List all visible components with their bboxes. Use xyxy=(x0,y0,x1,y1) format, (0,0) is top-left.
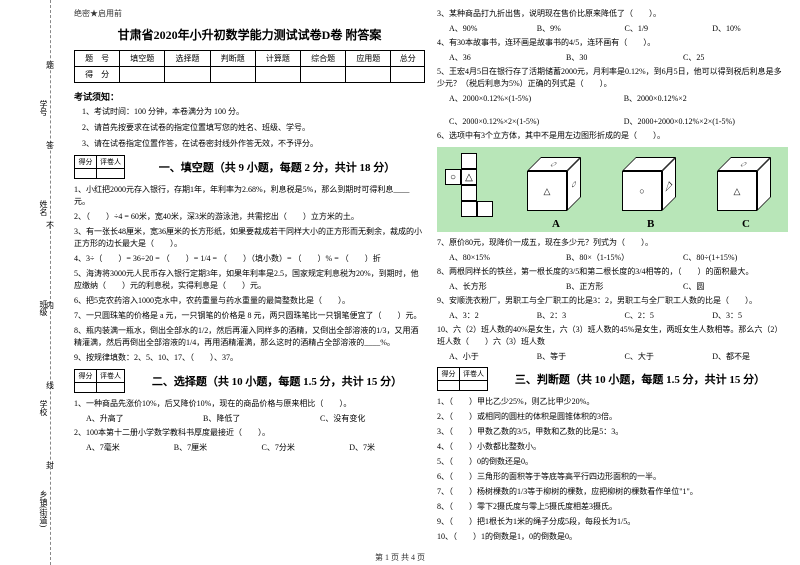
section-title: 三、判断题（共 10 小题，每题 1.5 分，共计 15 分） xyxy=(492,371,788,387)
choice-q8: 8、两根同样长的铁丝，第一根长度的3/5和第二根长度的3/4相等的，（ ）的面积… xyxy=(437,266,788,278)
binding-margin: 乡镇(街道) 学校 班级 姓名 学号 封 线 内 不 答 题 xyxy=(0,0,70,565)
cube-label-b: B xyxy=(647,218,654,230)
fill-q3: 3、有一张长48厘米，宽36厘米的长方形纸，如果要裁成若干同样大小的正方形而无剩… xyxy=(74,226,425,250)
th: 应用题 xyxy=(346,51,391,67)
bind-char: 内 xyxy=(46,300,54,311)
section-head-2: 得分评卷人 二、选择题（共 10 小题，每题 1.5 分，共计 15 分） xyxy=(74,369,425,393)
choice-q10-opts: A、小于 B、等于 C、大于 D、都不是 xyxy=(437,351,788,362)
exam-page: 乡镇(街道) 学校 班级 姓名 学号 封 线 内 不 答 题 绝密★启用前 甘肃… xyxy=(0,0,800,565)
th: 题 号 xyxy=(75,51,120,67)
net-square: ○ xyxy=(445,169,461,185)
judge-q4: 4、（ ）小数都比整数小。 xyxy=(437,441,788,453)
left-column: 绝密★启用前 甘肃省2020年小升初数学能力测试试卷D卷 附答案 题 号 填空题… xyxy=(74,8,425,561)
score-table: 题 号 填空题 选择题 判断题 计算题 综合题 应用题 总分 得 分 xyxy=(74,50,425,83)
bind-char: 题 xyxy=(46,60,54,71)
net-square: △ xyxy=(461,169,477,185)
fill-q4: 4、3÷（ ）= 36÷20 = （ ）= 1/4 = （ ）（填小数）= （ … xyxy=(74,253,425,265)
choice-q5-opts: A、2000×0.12%×(1-5%) B、2000×0.12%×2 C、200… xyxy=(437,93,788,127)
grader-table: 得分评卷人 xyxy=(437,367,488,391)
th: 选择题 xyxy=(165,51,210,67)
grader-table: 得分评卷人 xyxy=(74,155,125,179)
field-id: 学号 xyxy=(38,100,49,116)
net-square xyxy=(477,201,493,217)
choice-q7-opts: A、80×15% B、80×（1-15%） C、80÷(1+15%) xyxy=(437,252,788,263)
choice-q10: 10、六（2）班人数的40%是女生，六（3）班人数的45%是女生，两班女生人数相… xyxy=(437,324,788,348)
choice-q3-opts: A、90% B、9% C、1/9 D、10% xyxy=(437,23,788,34)
th: 填空题 xyxy=(120,51,165,67)
choice-q2: 2、100本第十二册小学数学教科书厚度最接近（ ）。 xyxy=(74,427,425,439)
cube-front: ○ xyxy=(622,171,662,211)
fill-q7: 7、一只圆珠笔的价格是 a 元，一只钢笔的价格是 8 元，两只圆珠笔比一只钢笔便… xyxy=(74,310,425,322)
judge-q1: 1、（ ）甲比乙少25%，则乙比甲少20%。 xyxy=(437,396,788,408)
th: 计算题 xyxy=(255,51,300,67)
th: 判断题 xyxy=(210,51,255,67)
content-area: 绝密★启用前 甘肃省2020年小升初数学能力测试试卷D卷 附答案 题 号 填空题… xyxy=(70,0,800,565)
cube-front: △ xyxy=(717,171,757,211)
paper-title: 甘肃省2020年小升初数学能力测试试卷D卷 附答案 xyxy=(74,26,425,43)
page-footer: 第 1 页 共 4 页 xyxy=(0,552,800,563)
th: 综合题 xyxy=(301,51,346,67)
section-title: 一、填空题（共 9 小题，每题 2 分，共计 18 分） xyxy=(129,159,425,175)
choice-q1-opts: A、升高了 B、降低了 C、没有变化 xyxy=(74,413,425,424)
choice-q7: 7、原价80元，现降价一成五，现在多少元？列式为（ ）。 xyxy=(437,237,788,249)
choice-q9: 9、安顺洗衣粉厂，男职工与全厂职工的比是3：2，男职工与全厂职工人数的比是（ ）… xyxy=(437,295,788,307)
bind-char: 封 xyxy=(46,460,54,471)
choice-q2-opts: A、7毫米 B、7厘米 C、7分米 D、7米 xyxy=(74,442,425,453)
cube-b: ○ △ xyxy=(612,151,692,221)
table-row: 题 号 填空题 选择题 判断题 计算题 综合题 应用题 总分 xyxy=(75,51,425,67)
choice-q6: 6、选项中有3个立方体，其中不是用左边图形折成的是（ ）。 xyxy=(437,130,788,142)
choice-q4: 4、有30本故事书，连环画是故事书的4/5，连环画有（ ）。 xyxy=(437,37,788,49)
judge-q6: 6、（ ）三角形的面积等于等底等高平行四边形面积的一半。 xyxy=(437,471,788,483)
secret-label: 绝密★启用前 xyxy=(74,8,425,19)
grader-table: 得分评卷人 xyxy=(74,369,125,393)
choice-q9-opts: A、3：2 B、2：3 C、2：5 D、3：5 xyxy=(437,310,788,321)
choice-q5: 5、王宏4月5日在银行存了活期储蓄2000元，月利率是0.12%，到6月5日，他… xyxy=(437,66,788,90)
th: 总分 xyxy=(391,51,425,67)
fill-q1: 1、小红把2000元存入银行，存期1年，年利率为2.68%，利息税是5%，那么到… xyxy=(74,184,425,208)
notice-item: 1、考试时间：100 分钟，本卷满分为 100 分。 xyxy=(74,106,425,119)
judge-q10: 10、（ ）1的倒数是1，0的倒数是0。 xyxy=(437,531,788,543)
section-head-3: 得分评卷人 三、判断题（共 10 小题，每题 1.5 分，共计 15 分） xyxy=(437,367,788,391)
cube-label-c: C xyxy=(742,218,750,230)
judge-q3: 3、（ ）甲数乙数的3/5，甲数和乙数的比是5：3。 xyxy=(437,426,788,438)
cube-a: ○ △ ○ xyxy=(517,151,597,221)
table-row: 得 分 xyxy=(75,67,425,83)
cube-label-a: A xyxy=(552,218,560,230)
field-township: 乡镇(街道) xyxy=(38,490,49,527)
section-head-1: 得分评卷人 一、填空题（共 9 小题，每题 2 分，共计 18 分） xyxy=(74,155,425,179)
row-label: 得 分 xyxy=(75,67,120,83)
field-name: 姓名 xyxy=(38,200,49,216)
judge-q7: 7、（ ）杨树棵数的1/3等于柳树的棵数，应把柳树的棵数看作单位"1"。 xyxy=(437,486,788,498)
notice-item: 2、请首先按要求在试卷的指定位置填写您的姓名、班级、学号。 xyxy=(74,122,425,135)
binding-dashed-line xyxy=(50,0,51,565)
notice-item: 3、请在试卷指定位置作答，在试卷密封线外作答无效，不予评分。 xyxy=(74,138,425,151)
section-title: 二、选择题（共 10 小题，每题 1.5 分，共计 15 分） xyxy=(129,373,425,389)
right-column: 3、某种商品打九折出售，说明现在售价比原来降低了（ ）。 A、90% B、9% … xyxy=(437,8,788,561)
fill-q9: 9、按规律填数：2、5、10、17、（ ）、37。 xyxy=(74,352,425,364)
notice-head: 考试须知： xyxy=(74,90,425,103)
cube-c: ○ △ xyxy=(707,151,787,221)
net-square xyxy=(461,185,477,201)
net-square xyxy=(461,201,477,217)
bind-char: 线 xyxy=(46,380,54,391)
net-square xyxy=(461,153,477,169)
choice-q8-opts: A、长方形 B、正方形 C、圆 xyxy=(437,281,788,292)
judge-q9: 9、（ ）把1根长为1米的绳子分成5段，每段长为1/5。 xyxy=(437,516,788,528)
cube-front: △ xyxy=(527,171,567,211)
fill-q5: 5、海涛将3000元人民币存入银行定期3年，如果年利率是2.5，国家规定利息税为… xyxy=(74,268,425,292)
choice-q3: 3、某种商品打九折出售，说明现在售价比原来降低了（ ）。 xyxy=(437,8,788,20)
bind-char: 不 xyxy=(46,220,54,231)
cube-figure: ○ △ ○ △ ○ A ○ △ B xyxy=(437,147,788,232)
fill-q2: 2、（ ）÷4 = 60米，宽40米，深3米的游泳池，共需挖出（ ）立方米的土。 xyxy=(74,211,425,223)
choice-q1: 1、一种商品先涨价10%，后又降价10%，现在的商品价格与原来相比（ ）。 xyxy=(74,398,425,410)
field-school: 学校 xyxy=(38,400,49,416)
judge-q2: 2、（ ）或相同的圆柱的体积是圆锥体积的3倍。 xyxy=(437,411,788,423)
judge-q5: 5、（ ）0的倒数还是0。 xyxy=(437,456,788,468)
fill-q8: 8、瓶内装满一瓶水，倒出全部水的1/2，然后再灌入同样多的酒精，又倒出全部溶液的… xyxy=(74,325,425,349)
choice-q4-opts: A、36 B、30 C、25 xyxy=(437,52,788,63)
fill-q6: 6、把5克农药溶入1000克水中，农药重量与药水重量的最简整数比是（ ）。 xyxy=(74,295,425,307)
judge-q8: 8、（ ）零下2摄氏度与零上5摄氏度相差3摄氏。 xyxy=(437,501,788,513)
bind-char: 答 xyxy=(46,140,54,151)
